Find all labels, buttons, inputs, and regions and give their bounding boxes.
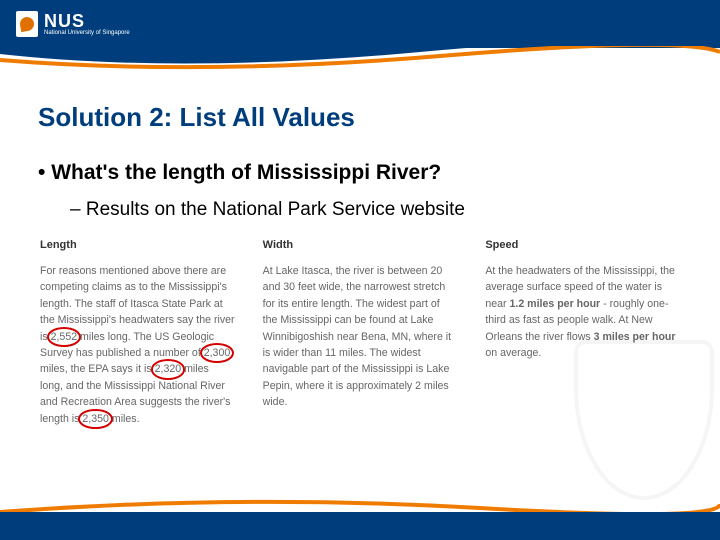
slide-title: Solution 2: List All Values [38, 102, 682, 133]
circled-value-3: 2,320 [155, 361, 182, 377]
column-heading: Length [40, 239, 235, 251]
text-fragment: miles, the EPA says it is [40, 363, 155, 375]
nus-logo: NUS National University of Singapore [16, 11, 130, 37]
column-body: For reasons mentioned above there are co… [40, 263, 235, 427]
circled-value-1: 2,552 [51, 329, 78, 345]
circled-value-4: 2,350 [82, 411, 109, 427]
column-heading: Speed [485, 239, 680, 251]
column-speed: Speed At the headwaters of the Mississip… [485, 239, 680, 427]
bullet-main: What's the length of Mississippi River? [56, 161, 682, 185]
column-body: At Lake Itasca, the river is between 20 … [263, 263, 458, 411]
column-heading: Width [263, 239, 458, 251]
logo-full: National University of Singapore [44, 30, 130, 36]
logo-text: NUS National University of Singapore [44, 12, 130, 36]
column-width: Width At Lake Itasca, the river is betwe… [263, 239, 458, 427]
header-bar: NUS National University of Singapore [0, 0, 720, 48]
column-body: At the headwaters of the Mississippi, th… [485, 263, 680, 361]
column-length: Length For reasons mentioned above there… [40, 239, 235, 427]
slide-content: Solution 2: List All Values What's the l… [0, 48, 720, 427]
info-columns: Length For reasons mentioned above there… [38, 239, 682, 427]
logo-abbr: NUS [44, 12, 130, 30]
circled-value-2: 2,300 [204, 345, 231, 361]
bold-value: 3 miles per hour [594, 331, 676, 343]
text-fragment: on average. [485, 347, 541, 359]
bullet-sub: Results on the National Park Service web… [92, 199, 682, 221]
shield-icon [16, 11, 38, 37]
bold-value: 1.2 miles per hour [510, 298, 601, 310]
text-fragment: miles. [109, 413, 140, 425]
footer-bar [0, 512, 720, 540]
